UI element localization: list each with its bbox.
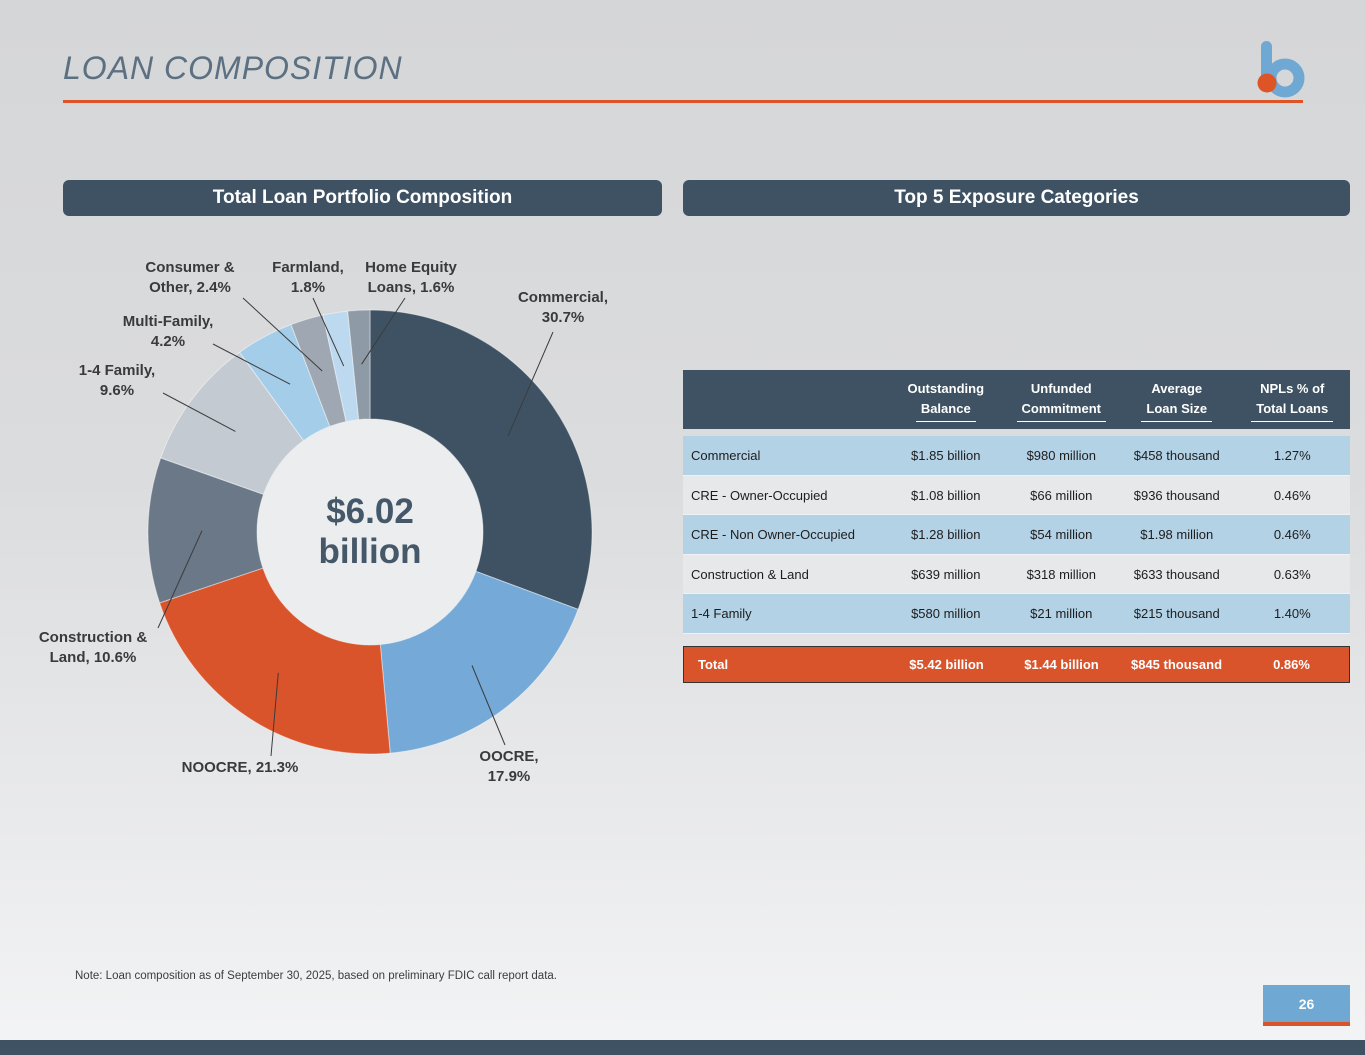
total-value-npls: 0.86%: [1273, 656, 1310, 672]
header-line1: Unfunded: [1030, 381, 1092, 396]
table-row-cre-owner-occupied: CRE - Owner-Occupied $1.08 billion $66 mil…: [683, 475, 1350, 516]
segment-label-oocre: OOCRE, 17.9%: [479, 748, 539, 785]
page-title: LOAN COMPOSITION: [63, 50, 403, 86]
row-value: 0.46%: [1273, 527, 1311, 543]
donut-hole: [257, 419, 483, 645]
row-value: $1.28 billion: [911, 527, 981, 543]
segment-label-farmland: Farmland, 1.8%: [272, 259, 344, 296]
row-value: 0.63%: [1273, 566, 1311, 582]
row-value: $66 million: [1030, 487, 1093, 503]
row-label: CRE - Owner-Occupied: [691, 487, 828, 503]
header-line1: NPLs % of: [1260, 381, 1325, 396]
page-number: 26: [1263, 985, 1350, 1022]
row-value: $21 million: [1030, 606, 1093, 622]
header-line2: Commitment: [1016, 399, 1106, 423]
row-value: 0.46%: [1273, 487, 1311, 503]
center-unit: billion: [318, 532, 422, 571]
header-line1: Outstanding: [907, 381, 985, 396]
leader-line-consumer-other: [242, 297, 323, 372]
table-row-construction-land: Construction & Land $639 million $318 mill…: [683, 554, 1350, 595]
row-label: CRE - Non Owner-Occupied: [691, 527, 855, 543]
header-cell-average-loan-size: Average Loan Size: [1119, 379, 1235, 423]
table-body: Commercial $1.85 billion $980 million $458 …: [683, 436, 1350, 634]
table-row-1-4-family: 1-4 Family $580 million $21 million $215 th…: [683, 594, 1350, 634]
row-value: $458 thousand: [1133, 448, 1220, 464]
row-value: $633 thousand: [1133, 566, 1220, 582]
row-value: $580 million: [911, 606, 981, 622]
row-value: $980 million: [1026, 448, 1096, 464]
row-value: 1.27%: [1273, 448, 1311, 464]
footnote: Note: Loan composition as of September 3…: [75, 970, 557, 982]
donut-svg: [147, 297, 593, 757]
segment-label-multi-family: Multi-Family, 4.2%: [122, 313, 214, 350]
company-logo: [1256, 40, 1308, 98]
leader-line-oocre: [471, 665, 506, 746]
leader-line-farmland: [312, 297, 345, 367]
total-label: Total: [698, 656, 729, 672]
total-value-avg-loan-size: $845 thousand: [1130, 656, 1223, 672]
bottom-bar: [0, 1040, 1365, 1055]
row-label: Construction & Land: [691, 566, 809, 582]
chart-center-label: $6.02 billion: [318, 492, 421, 573]
left-panel-header: Total Loan Portfolio Composition: [63, 180, 662, 216]
row-value: 1.40%: [1273, 606, 1311, 622]
header-line2: Total Loans: [1251, 399, 1334, 423]
table-total-row: Total $5.42 billion $1.44 billion $845 t…: [683, 645, 1350, 683]
header-cell-npls-pct: NPLs % of Total Loans: [1235, 379, 1351, 423]
row-value: $639 million: [911, 566, 981, 582]
header-cell-unfunded-commitment: Unfunded Commitment: [1004, 379, 1120, 423]
donut-chart: $6.02 billion Commercial, 30.7% OOCRE, 17…: [39, 240, 683, 800]
row-value: $1.85 billion: [911, 448, 981, 464]
segment-label-commercial: Commercial, 30.7%: [517, 289, 609, 326]
leader-line-construction-land: [157, 530, 203, 629]
header-line2: Balance: [915, 399, 976, 423]
title-underline: [63, 100, 1303, 103]
leader-line-home-equity-loans: [361, 297, 406, 365]
segment-label-consumer-other: Consumer & Other, 2.4%: [145, 259, 235, 296]
row-value: $1.98 million: [1140, 527, 1214, 543]
center-value: $6.02: [326, 491, 414, 531]
total-value-outstanding: $5.42 billion: [909, 656, 984, 672]
segment-label-home-equity-loans: Home Equity Loans, 1.6%: [365, 259, 457, 296]
leader-line-1-4-family: [162, 392, 236, 432]
right-panel-header: Top 5 Exposure Categories: [683, 180, 1350, 216]
segment-label-1-4-family: 1-4 Family, 9.6%: [78, 362, 156, 399]
total-value-unfunded: $1.44 billion: [1024, 656, 1099, 672]
leader-line-noocre: [270, 672, 279, 757]
page-number-underline: [1263, 1022, 1350, 1026]
row-value: $54 million: [1030, 527, 1093, 543]
segment-label-noocre: NOOCRE, 21.3%: [181, 759, 299, 777]
row-label: Commercial: [691, 448, 761, 464]
row-value: $318 million: [1026, 566, 1096, 582]
row-value: $215 thousand: [1133, 606, 1220, 622]
leader-line-commercial: [507, 331, 554, 437]
table-row-cre-non-owner-occupied: CRE - Non Owner-Occupied $1.28 billion $54…: [683, 515, 1350, 555]
row-value: $936 thousand: [1133, 487, 1220, 503]
segment-label-construction-land: Construction & Land, 10.6%: [38, 629, 148, 666]
leader-line-multi-family: [212, 343, 291, 385]
byline-b-logo-icon: [1257, 41, 1305, 98]
header-line2: Loan Size: [1141, 399, 1213, 423]
header-line1: Average: [1151, 381, 1203, 396]
table-row-commercial: Commercial $1.85 billion $980 million $458 …: [683, 436, 1350, 476]
exposure-table: Outstanding Balance Unfunded Commitment …: [683, 370, 1350, 683]
table-header-row: Outstanding Balance Unfunded Commitment …: [683, 370, 1351, 430]
row-label: 1-4 Family: [691, 606, 752, 622]
header-cell-outstanding-balance: Outstanding Balance: [888, 379, 1004, 423]
row-value: $1.08 billion: [911, 487, 981, 503]
